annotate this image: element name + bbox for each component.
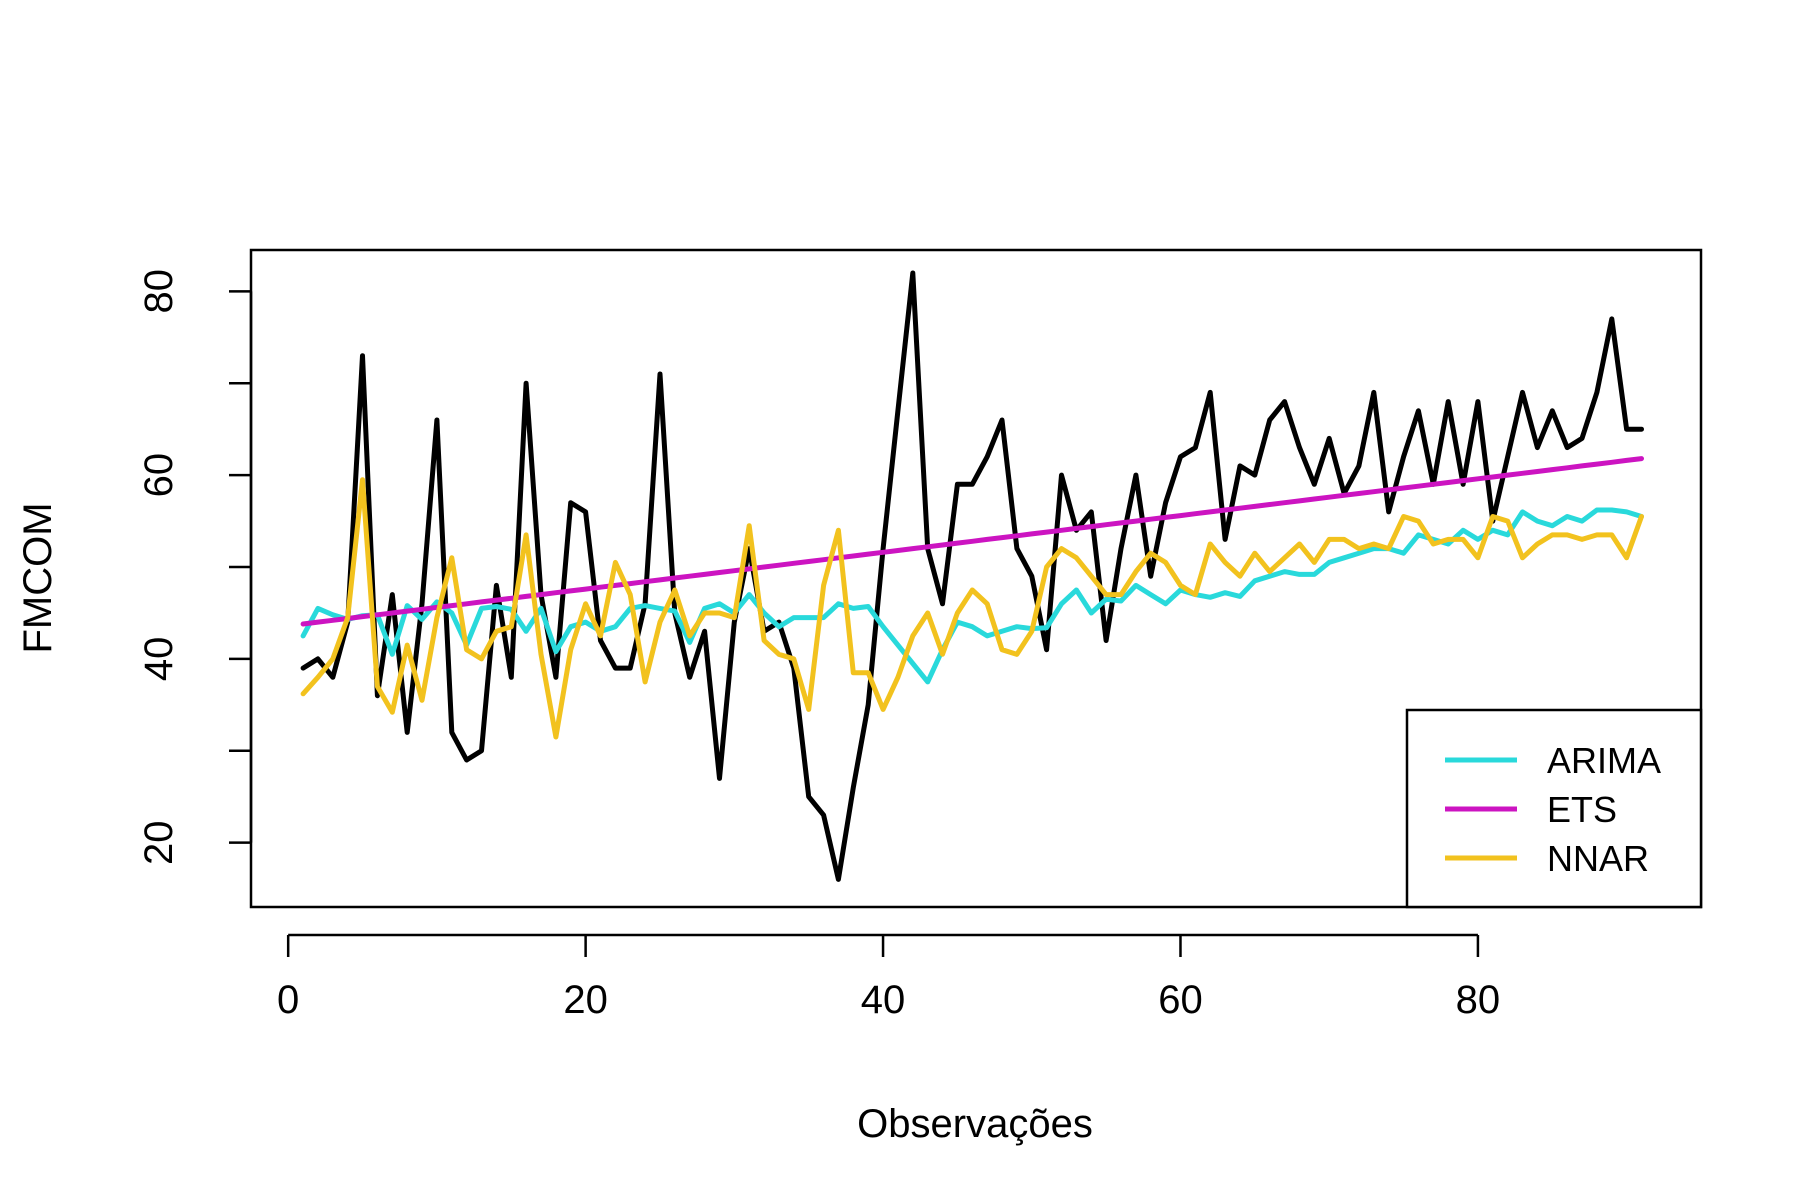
- y-axis: 20 40 60 80: [137, 269, 253, 865]
- x-axis: 0 20 40 60 80: [277, 933, 1501, 1022]
- x-tick-label: 0: [277, 978, 299, 1022]
- legend-label-arima: ARIMA: [1547, 740, 1661, 781]
- legend: ARIMA ETS NNAR: [1405, 708, 1703, 909]
- series-line-nnar: [300, 477, 1644, 740]
- y-tick-label: 60: [137, 453, 181, 498]
- y-tick-label: 40: [137, 637, 181, 682]
- series-line-ets: [300, 456, 1644, 627]
- series-line-observed: [300, 270, 1644, 882]
- x-tick-label: 60: [1158, 978, 1203, 1022]
- series-line-arima: [300, 507, 1644, 685]
- series-layer: [300, 270, 1644, 882]
- x-tick-label: 20: [563, 978, 608, 1022]
- x-axis-title: Observações: [857, 1102, 1093, 1146]
- x-tick-label: 80: [1456, 978, 1501, 1022]
- x-tick-label: 40: [861, 978, 906, 1022]
- legend-label-nnar: NNAR: [1547, 838, 1649, 879]
- y-axis-title: FMCOM: [16, 502, 60, 653]
- y-tick-label: 80: [137, 269, 181, 314]
- legend-label-ets: ETS: [1547, 789, 1617, 830]
- y-tick-label: 20: [137, 820, 181, 865]
